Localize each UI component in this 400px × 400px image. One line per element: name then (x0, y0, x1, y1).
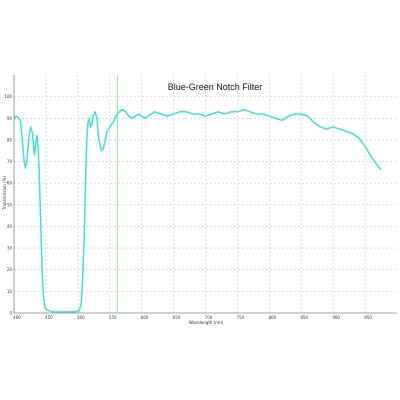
grid (14, 75, 397, 313)
x-tick-label: 550 (109, 315, 117, 320)
tick-labels: 400 450 500 550 600 650 700 750 800 850 900 950 0 10 2… (4, 94, 372, 320)
x-tick-label: 800 (269, 315, 277, 320)
y-tick-label: 90 (7, 116, 13, 121)
x-tick-label: 600 (141, 315, 149, 320)
x-tick-label: 400 (13, 315, 21, 320)
y-tick-label: 20 (7, 267, 13, 272)
x-tick-label: 450 (45, 315, 53, 320)
transmission-series-line (13, 108, 382, 313)
y-tick-label: 10 (7, 289, 13, 294)
x-tick-label: 700 (205, 315, 213, 320)
y-tick-label: 30 (7, 246, 13, 251)
y-tick-label: 40 (7, 224, 13, 229)
x-tick-label: 850 (300, 315, 308, 320)
x-tick-label: 650 (173, 315, 181, 320)
x-tick-label: 900 (332, 315, 340, 320)
chart-title: Blue-Green Notch Filter (168, 82, 263, 92)
x-tick-label: 750 (237, 315, 245, 320)
y-axis-label: Transmission (%) (2, 176, 7, 211)
y-tick-label: 60 (7, 181, 13, 186)
y-tick-label: 0 (9, 311, 12, 316)
axes (13, 75, 397, 314)
x-tick-label: 950 (364, 315, 372, 320)
series-layer (13, 108, 382, 313)
y-tick-label: 100 (4, 94, 12, 99)
y-tick-label: 70 (7, 159, 13, 164)
x-axis-label: Wavelength (nm) (189, 320, 224, 325)
y-tick-label: 80 (7, 137, 13, 142)
y-tick-label: 50 (7, 202, 13, 207)
x-tick-label: 500 (77, 315, 85, 320)
